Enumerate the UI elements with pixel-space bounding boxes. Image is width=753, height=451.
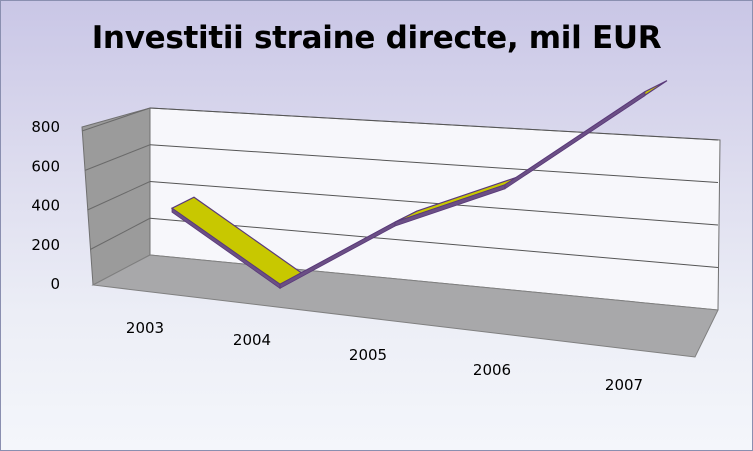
side-gridline [87, 181, 151, 211]
x-tick-label: 2003 [126, 319, 164, 337]
y-tick-label: 400 [31, 197, 60, 215]
y-tick-label: 600 [31, 157, 60, 175]
side-gridline [90, 217, 151, 250]
side-gridline [84, 144, 151, 171]
x-tick-label: 2004 [233, 331, 271, 349]
gridline [149, 217, 719, 268]
side-gridline [81, 107, 151, 132]
y-tick-label: 0 [50, 275, 60, 293]
floor [91, 254, 719, 358]
y-tick-label: 800 [31, 118, 60, 136]
gridline [149, 107, 719, 141]
x-tick-label: 2006 [473, 361, 511, 379]
x-tick-label: 2005 [349, 346, 387, 364]
x-tick-label: 2007 [605, 376, 643, 394]
gridline [149, 181, 719, 226]
y-tick-label: 200 [31, 236, 60, 254]
gridline [149, 144, 719, 183]
chart-title: Investitii straine directe, mil EUR [91, 20, 662, 56]
series-segment-edge [504, 90, 646, 190]
